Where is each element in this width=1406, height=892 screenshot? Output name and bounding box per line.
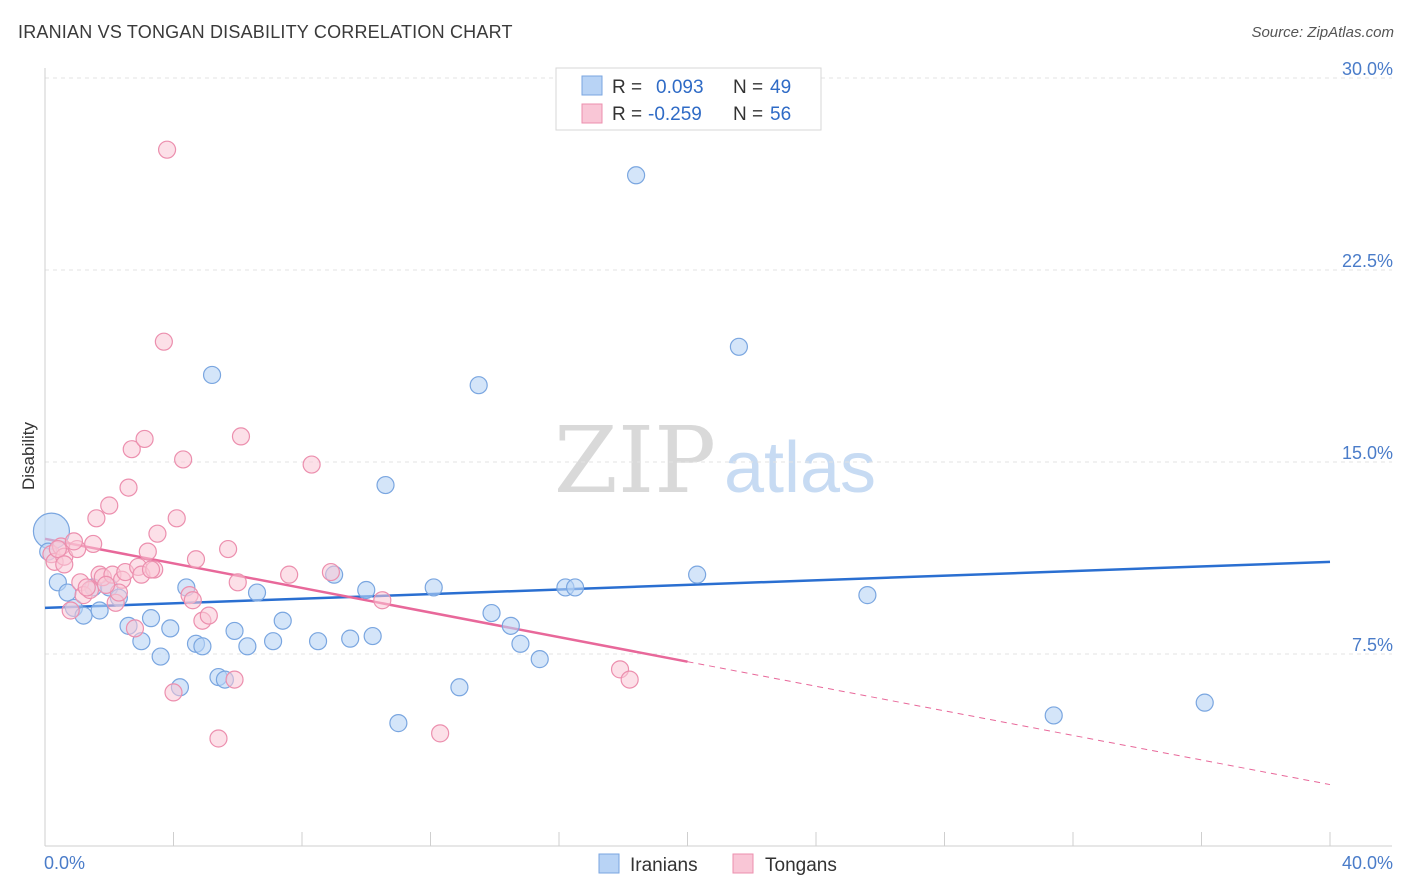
grid: 7.5% 15.0% 22.5% 30.0% xyxy=(45,59,1393,655)
iranians-point xyxy=(308,632,328,651)
legend-n-value-tongans: 56 xyxy=(770,104,791,125)
stats-legend: R = 0.093 N = 49 R = -0.259 N = 56 xyxy=(555,67,822,131)
iranians-point xyxy=(389,714,408,733)
iranians-point xyxy=(202,365,222,385)
tongans-point xyxy=(138,542,157,561)
tongans-point xyxy=(219,539,238,559)
x-tick-label: 0.0% xyxy=(44,853,85,873)
legend-n-label-iranians: N = xyxy=(733,77,763,98)
iranians-point xyxy=(225,621,244,641)
iranians-point xyxy=(858,586,877,605)
legend-r-label-tongans: R = xyxy=(612,104,642,125)
legend-swatch-iranians xyxy=(581,75,603,96)
tongans-point xyxy=(620,670,639,689)
y-tick-label: 15.0% xyxy=(1342,443,1393,463)
watermark-atlas: atlas xyxy=(724,428,876,508)
chart-source: Source: ZipAtlas.com xyxy=(1251,24,1394,41)
tongans-point xyxy=(135,429,154,449)
iranians-point xyxy=(511,634,530,653)
iranians-point xyxy=(238,637,257,656)
iranians-point xyxy=(193,637,212,656)
bottom-legend-swatch-tongans xyxy=(732,853,754,874)
iranians-point xyxy=(1195,693,1214,712)
iranians-point xyxy=(263,632,283,651)
bottom-legend: Iranians Tongans xyxy=(598,853,837,876)
y-tick-label: 7.5% xyxy=(1352,635,1393,655)
iranians-point xyxy=(273,611,292,630)
bottom-legend-label-iranians: Iranians xyxy=(630,855,698,876)
legend-n-value-iranians: 49 xyxy=(770,77,791,98)
y-axis-label: Disability xyxy=(19,421,38,490)
x-tick-label: 40.0% xyxy=(1342,853,1393,873)
bottom-legend-swatch-iranians xyxy=(598,853,620,874)
iranians-point xyxy=(729,337,749,356)
tongans-point xyxy=(157,140,177,159)
tongans-point xyxy=(186,550,206,569)
tongans-point xyxy=(373,591,392,610)
iranians-point xyxy=(469,376,488,395)
iranians-point xyxy=(161,619,180,638)
tongans-point xyxy=(64,532,84,551)
iranians-point xyxy=(90,601,109,620)
iranians-point xyxy=(501,616,520,635)
tongans-point xyxy=(87,509,106,528)
tongans-point xyxy=(231,427,251,446)
tongans-point xyxy=(302,455,321,474)
tongans-point xyxy=(225,670,244,689)
tongans-point xyxy=(84,534,103,554)
tongans-point xyxy=(199,606,218,625)
iranians-point xyxy=(357,580,376,600)
iranians-point xyxy=(247,583,267,602)
tongans-point xyxy=(148,524,167,543)
iranians-point xyxy=(376,475,395,495)
tongans-point xyxy=(96,575,116,594)
tongans-point xyxy=(209,729,228,748)
tongans-points xyxy=(42,140,639,748)
watermark-zip: ZIP xyxy=(554,407,716,514)
tongans-point xyxy=(48,539,67,559)
tongans-point xyxy=(119,478,138,497)
legend-r-label-iranians: R = xyxy=(612,77,642,98)
chart-title: IRANIAN VS TONGAN DISABILITY CORRELATION… xyxy=(18,22,513,42)
iranians-point xyxy=(141,609,161,628)
iranians-point xyxy=(482,603,501,623)
tongans-point xyxy=(61,601,80,620)
tongans-point xyxy=(167,509,186,528)
tongans-trend-dashed xyxy=(687,661,1331,786)
iranians-point xyxy=(530,650,549,669)
tongans-point xyxy=(280,565,299,584)
iranians-point xyxy=(565,578,585,597)
tongans-point xyxy=(122,440,141,459)
legend-r-value-tongans: -0.259 xyxy=(648,104,702,125)
tongans-point xyxy=(141,560,161,579)
tongans-point xyxy=(174,450,193,469)
iranians-point xyxy=(688,565,707,584)
axes: 0.0% 40.0% xyxy=(44,68,1393,873)
iranians-point xyxy=(341,629,360,648)
tongans-point xyxy=(164,683,183,702)
iranians-point xyxy=(363,626,382,646)
iranians-point xyxy=(424,578,443,597)
iranians-point xyxy=(450,678,469,697)
y-tick-label: 30.0% xyxy=(1342,59,1393,79)
legend-r-value-iranians: 0.093 xyxy=(656,77,704,98)
tongans-point xyxy=(183,591,202,610)
tongans-point xyxy=(154,332,173,351)
tongans-point xyxy=(77,578,96,597)
tongans-point xyxy=(55,555,74,574)
iranians-point xyxy=(626,166,646,185)
legend-swatch-tongans xyxy=(581,103,603,124)
tongans-point xyxy=(228,573,247,592)
legend-n-label-tongans: N = xyxy=(733,104,763,125)
tongans-point xyxy=(125,619,145,638)
tongans-point xyxy=(100,496,119,515)
y-tick-label: 22.5% xyxy=(1342,251,1393,271)
tongans-point xyxy=(321,562,341,582)
iranians-point xyxy=(151,647,170,666)
bottom-legend-label-tongans: Tongans xyxy=(765,855,837,876)
tongans-point xyxy=(431,724,450,743)
iranians-point xyxy=(1044,706,1063,725)
